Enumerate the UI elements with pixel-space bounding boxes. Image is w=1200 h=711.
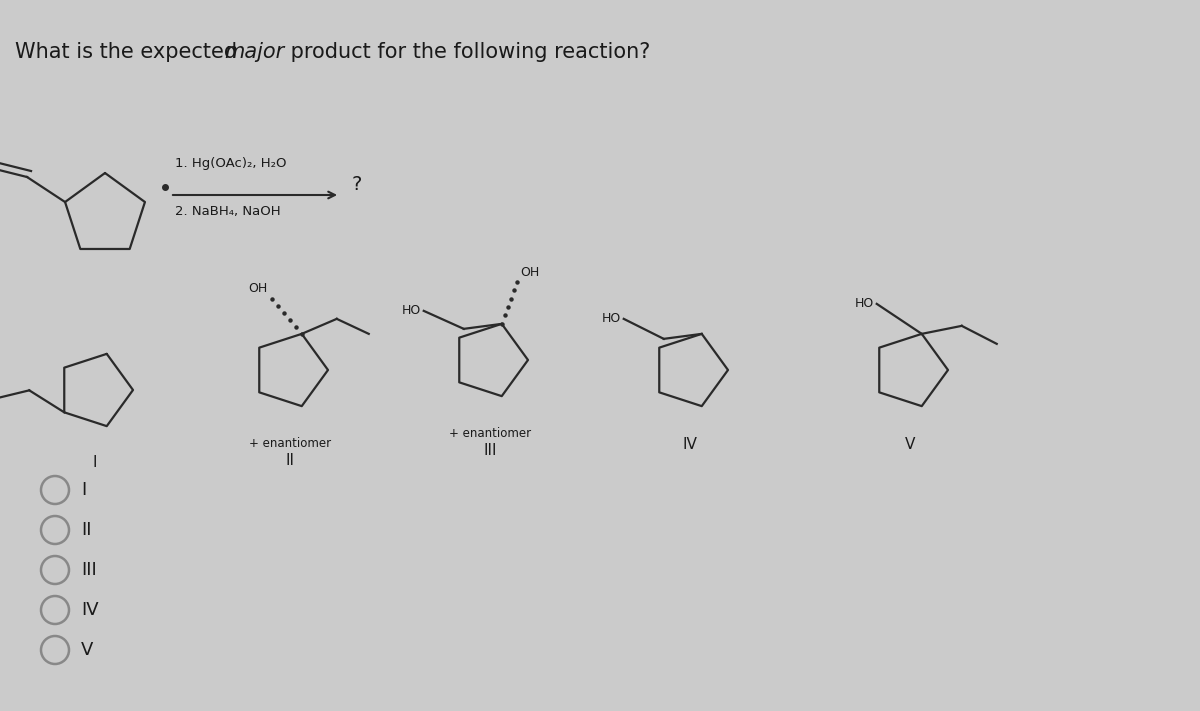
Text: + enantiomer: + enantiomer: [248, 437, 331, 450]
Text: III: III: [484, 443, 497, 458]
Text: IV: IV: [82, 601, 98, 619]
Text: major: major: [224, 42, 284, 62]
Text: 1. Hg(OAc)₂, H₂O: 1. Hg(OAc)₂, H₂O: [175, 157, 287, 170]
Text: OH: OH: [521, 266, 540, 279]
Text: OH: OH: [248, 282, 268, 295]
Text: ?: ?: [352, 176, 362, 195]
Text: 2. NaBH₄, NaOH: 2. NaBH₄, NaOH: [175, 205, 281, 218]
Text: V: V: [82, 641, 94, 659]
Text: V: V: [905, 437, 916, 452]
Text: II: II: [82, 521, 91, 539]
Text: III: III: [82, 561, 97, 579]
Text: product for the following reaction?: product for the following reaction?: [284, 42, 650, 62]
Text: + enantiomer: + enantiomer: [449, 427, 532, 440]
Text: IV: IV: [683, 437, 697, 452]
Text: What is the expected: What is the expected: [14, 42, 244, 62]
Text: I: I: [92, 455, 97, 470]
Text: II: II: [286, 453, 294, 468]
Text: HO: HO: [601, 312, 620, 326]
Text: HO: HO: [402, 304, 421, 317]
Text: I: I: [82, 481, 86, 499]
Text: HO: HO: [854, 297, 874, 311]
